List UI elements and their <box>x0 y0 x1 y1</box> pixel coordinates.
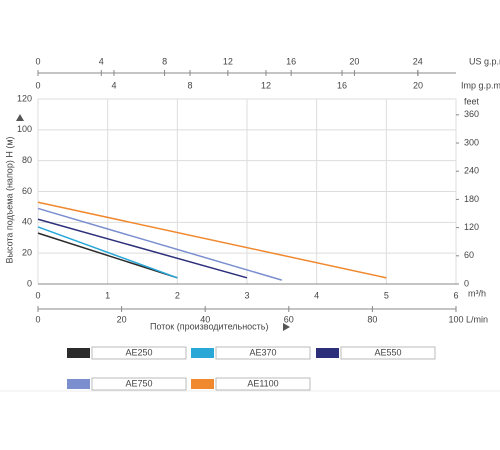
y2-tick-label: 240 <box>464 166 479 176</box>
x-tick-label: 3 <box>244 290 249 300</box>
x-axis-label: Поток (производительность) <box>150 321 269 331</box>
x-tick-label: 4 <box>314 290 319 300</box>
legend-label: AE370 <box>249 347 276 357</box>
legend-box <box>91 346 187 360</box>
legend-box <box>215 346 311 360</box>
imp_gpm-tick-label: 16 <box>337 80 347 90</box>
imp_gpm-tick-label: 0 <box>35 80 40 90</box>
y-tick-label: 20 <box>22 248 32 258</box>
y2-tick-label: 300 <box>464 137 479 147</box>
imp-gpm-unit: Imp g.p.m <box>461 80 500 90</box>
lpm-unit: L/min <box>466 314 488 324</box>
legend-label: AE550 <box>374 347 401 357</box>
legend-label: AE750 <box>125 378 152 388</box>
series-line <box>37 207 283 281</box>
legend-box <box>215 377 311 391</box>
imp_gpm-tick-label: 8 <box>187 80 192 90</box>
lpm-tick-label: 20 <box>117 314 127 324</box>
x-unit: m³/h <box>468 288 486 298</box>
legend-box <box>340 346 436 360</box>
y-tick-label: 120 <box>17 93 32 103</box>
x-tick-label: 1 <box>105 290 110 300</box>
us_gpm-tick-label: 0 <box>35 56 40 66</box>
lpm-tick-label: 100 <box>448 314 463 324</box>
legend-label: AE250 <box>125 347 152 357</box>
y-tick-label: 40 <box>22 217 32 227</box>
y-tick-label: 0 <box>27 278 32 288</box>
legend-swatch <box>67 348 90 358</box>
y2-tick-label: 180 <box>464 194 479 204</box>
legend-swatch <box>316 348 339 358</box>
us_gpm-tick-label: 16 <box>286 56 296 66</box>
x-label-arrow <box>283 323 290 331</box>
series-line <box>37 232 178 279</box>
series-line <box>37 226 178 279</box>
us_gpm-tick-label: 24 <box>413 56 423 66</box>
lpm-tick-label: 60 <box>284 314 294 324</box>
y-label-arrow <box>16 114 24 121</box>
y2-unit: feet <box>464 96 480 106</box>
legend-swatch <box>191 379 214 389</box>
y2-tick-label: 60 <box>464 250 474 260</box>
y-axis-label: Высота подъема (напор) Н (м) <box>4 136 14 263</box>
legend-swatch <box>191 348 214 358</box>
imp_gpm-tick-label: 12 <box>261 80 271 90</box>
y2-tick-label: 0 <box>464 278 469 288</box>
legend-box <box>91 377 187 391</box>
x-tick-label: 5 <box>384 290 389 300</box>
imp_gpm-tick-label: 4 <box>111 80 116 90</box>
x-tick-label: 6 <box>453 290 458 300</box>
x-tick-label: 0 <box>35 290 40 300</box>
series-line <box>37 218 248 279</box>
us_gpm-tick-label: 12 <box>223 56 233 66</box>
legend-swatch <box>67 379 90 389</box>
us_gpm-tick-label: 20 <box>349 56 359 66</box>
imp_gpm-tick-label: 20 <box>413 80 423 90</box>
x-tick-label: 2 <box>175 290 180 300</box>
lpm-tick-label: 40 <box>200 314 210 324</box>
y-tick-label: 100 <box>17 124 32 134</box>
us_gpm-tick-label: 8 <box>162 56 167 66</box>
legend-label: AE1100 <box>247 378 278 388</box>
y-tick-label: 80 <box>22 155 32 165</box>
series-line <box>37 201 387 279</box>
y2-tick-label: 120 <box>464 222 479 232</box>
lpm-tick-label: 80 <box>367 314 377 324</box>
y2-tick-label: 360 <box>464 109 479 119</box>
y-tick-label: 60 <box>22 186 32 196</box>
us-gpm-unit: US g.p.m <box>469 56 500 66</box>
lpm-tick-label: 0 <box>35 314 40 324</box>
us_gpm-tick-label: 4 <box>99 56 104 66</box>
